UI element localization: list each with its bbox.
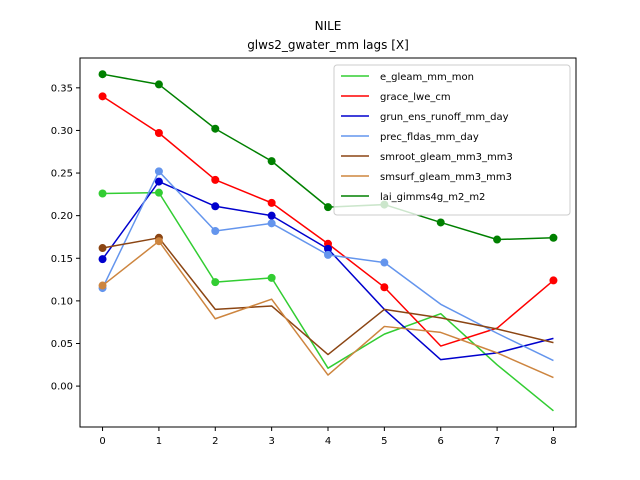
x-tick-label: 5 (381, 436, 387, 447)
series-line (102, 240, 554, 379)
x-tick-label: 7 (494, 436, 500, 447)
series-grace_lwe_cm (98, 92, 558, 347)
legend-item: lai_gimms4g_m2_m2 (341, 192, 485, 203)
data-point (211, 202, 220, 211)
y-tick-label: 0.35 (51, 83, 73, 94)
y-tick-label: 0.10 (51, 296, 73, 307)
series-line (102, 237, 554, 356)
y-tick-label: 0.00 (51, 382, 73, 393)
data-point (154, 177, 163, 186)
legend: e_gleam_mm_mon grace_lwe_cm grun_ens_runof… (333, 64, 571, 216)
data-point (154, 128, 163, 137)
y-tick-label: 0.25 (51, 169, 73, 180)
data-point (98, 70, 107, 79)
data-point (493, 235, 502, 244)
x-tick-label: 0 (99, 436, 105, 447)
data-point (154, 188, 163, 197)
plot-area: 0 1 2 3 4 5 6 7 8 0.00 0.05 0.10 0.15 0.20 0.25 0.30 0.3… (51, 57, 577, 447)
chart-title: NILE (315, 19, 342, 33)
y-tick-label: 0.30 (51, 126, 73, 137)
data-point (380, 258, 389, 267)
data-point (549, 233, 558, 242)
y-tick-label: 0.15 (51, 254, 73, 265)
x-tick-label: 4 (325, 436, 331, 447)
data-point (211, 278, 220, 287)
x-tick-label: 6 (438, 436, 444, 447)
legend-item: prec_fldas_mm_day (341, 132, 479, 143)
data-point (324, 203, 332, 212)
data-point (98, 281, 107, 290)
data-point (380, 283, 389, 292)
legend-label: smsurf_gleam_mm3_mm3 (380, 172, 512, 183)
data-point (267, 273, 276, 282)
data-point (436, 218, 445, 227)
data-point (211, 227, 220, 235)
legend-item: grun_ens_runoff_mm_day (341, 112, 509, 123)
series-line (102, 191, 554, 412)
x-tick-label: 3 (268, 436, 274, 447)
data-point (267, 219, 276, 228)
data-point (549, 276, 558, 285)
data-point (324, 250, 332, 259)
legend-item: e_gleam_mm_mon (341, 72, 474, 83)
y-tick-label: 0.05 (51, 339, 73, 350)
x-tick-label: 8 (550, 436, 556, 447)
legend-label: grun_ens_runoff_mm_day (380, 112, 509, 123)
series-e_gleam_mm_mon (98, 188, 554, 412)
x-tick-label: 2 (212, 436, 218, 447)
legend-box (333, 64, 571, 216)
data-point (154, 80, 163, 89)
data-point (211, 124, 220, 133)
data-point (267, 211, 276, 220)
legend-label: lai_gimms4g_m2_m2 (380, 192, 485, 203)
data-point (267, 198, 276, 207)
legend-label: grace_lwe_cm (380, 92, 451, 103)
data-point (154, 167, 163, 176)
data-point (98, 255, 107, 264)
data-point (98, 244, 107, 253)
data-point (324, 244, 332, 253)
data-point (267, 157, 276, 166)
series-grun_ens_runoff_mm_day (98, 177, 554, 361)
legend-item: smroot_gleam_mm3_mm3 (341, 152, 513, 163)
x-tick-label: 1 (156, 436, 162, 447)
y-tick-label: 0.20 (51, 211, 73, 222)
chart-subtitle: glws2_gwater_mm lags [X] (247, 38, 409, 52)
legend-item: smsurf_gleam_mm3_mm3 (341, 172, 512, 183)
legend-label: prec_fldas_mm_day (380, 132, 479, 143)
legend-label: smroot_gleam_mm3_mm3 (380, 152, 513, 163)
data-point (98, 189, 107, 198)
data-point (211, 175, 220, 184)
series-smsurf_gleam_mm3_mm3 (98, 237, 554, 379)
data-point (98, 92, 107, 101)
legend-item: grace_lwe_cm (341, 92, 451, 103)
series-prec_fldas_mm_day (98, 167, 554, 362)
data-point (154, 237, 163, 246)
legend-label: e_gleam_mm_mon (380, 72, 474, 83)
